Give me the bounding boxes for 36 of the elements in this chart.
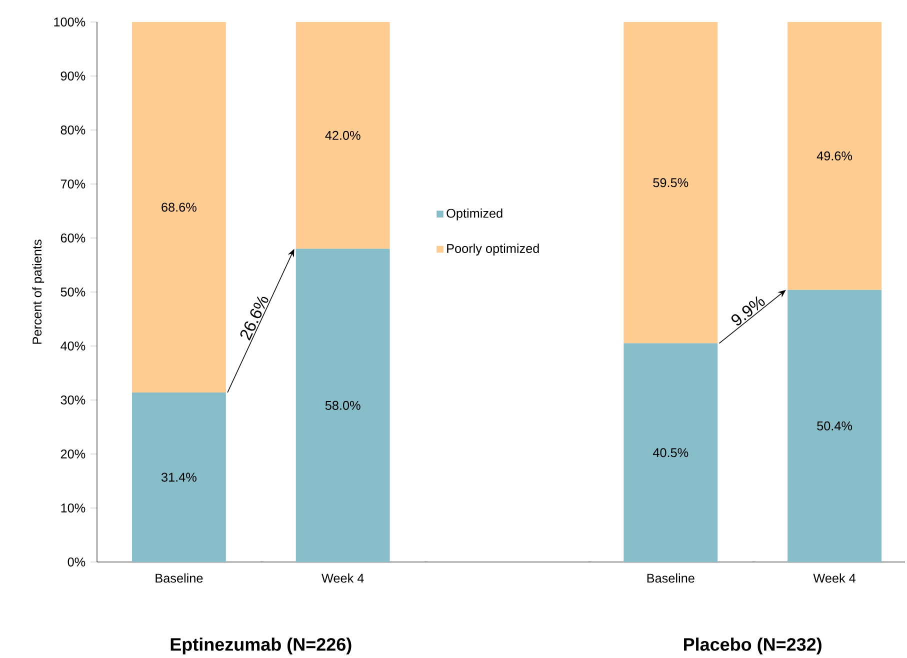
- data-label: 59.5%: [653, 178, 688, 188]
- data-label: 42.0%: [325, 130, 360, 140]
- bar: [788, 290, 882, 562]
- y-tick-label: 40%: [60, 342, 86, 350]
- data-label: 31.4%: [161, 472, 196, 482]
- bar: [296, 22, 390, 249]
- text: Eptinezumab (N=226): [170, 638, 352, 654]
- y-axis-title: Percent of patients: [32, 240, 44, 344]
- data-label: 58.0%: [325, 400, 360, 410]
- data-label: 49.6%: [816, 151, 852, 160]
- data-label: 40.5%: [652, 448, 688, 458]
- y-tick-label: 0%: [68, 558, 86, 566]
- legend-label: Optimized: [446, 208, 502, 220]
- bar: [788, 22, 882, 290]
- x-tick-label: Week 4: [813, 573, 856, 583]
- legend-label: Poorly optimized: [447, 244, 539, 256]
- y-tick-label: 90%: [60, 72, 86, 80]
- bar: [624, 343, 718, 562]
- y-tick-label: 50%: [60, 288, 86, 296]
- data-label: 50.4%: [817, 421, 852, 430]
- x-tick-label: Baseline: [647, 573, 694, 583]
- y-tick-label: 80%: [60, 126, 86, 134]
- y-tick-label: 60%: [60, 234, 86, 242]
- text: Placebo (N=232): [684, 638, 822, 654]
- y-tick-label: 20%: [60, 450, 86, 458]
- y-tick-label: 70%: [60, 180, 86, 188]
- bar: [296, 248, 390, 562]
- y-tick-label: 30%: [60, 396, 86, 404]
- x-tick-label: Week 4: [322, 573, 364, 583]
- x-tick-label: Baseline: [156, 573, 203, 583]
- bar: [132, 22, 226, 392]
- bar: [132, 392, 226, 562]
- y-tick-label: 10%: [61, 504, 86, 512]
- y-tick-label: 100%: [54, 18, 86, 26]
- data-label: 68.6%: [162, 202, 196, 212]
- bar: [624, 22, 718, 344]
